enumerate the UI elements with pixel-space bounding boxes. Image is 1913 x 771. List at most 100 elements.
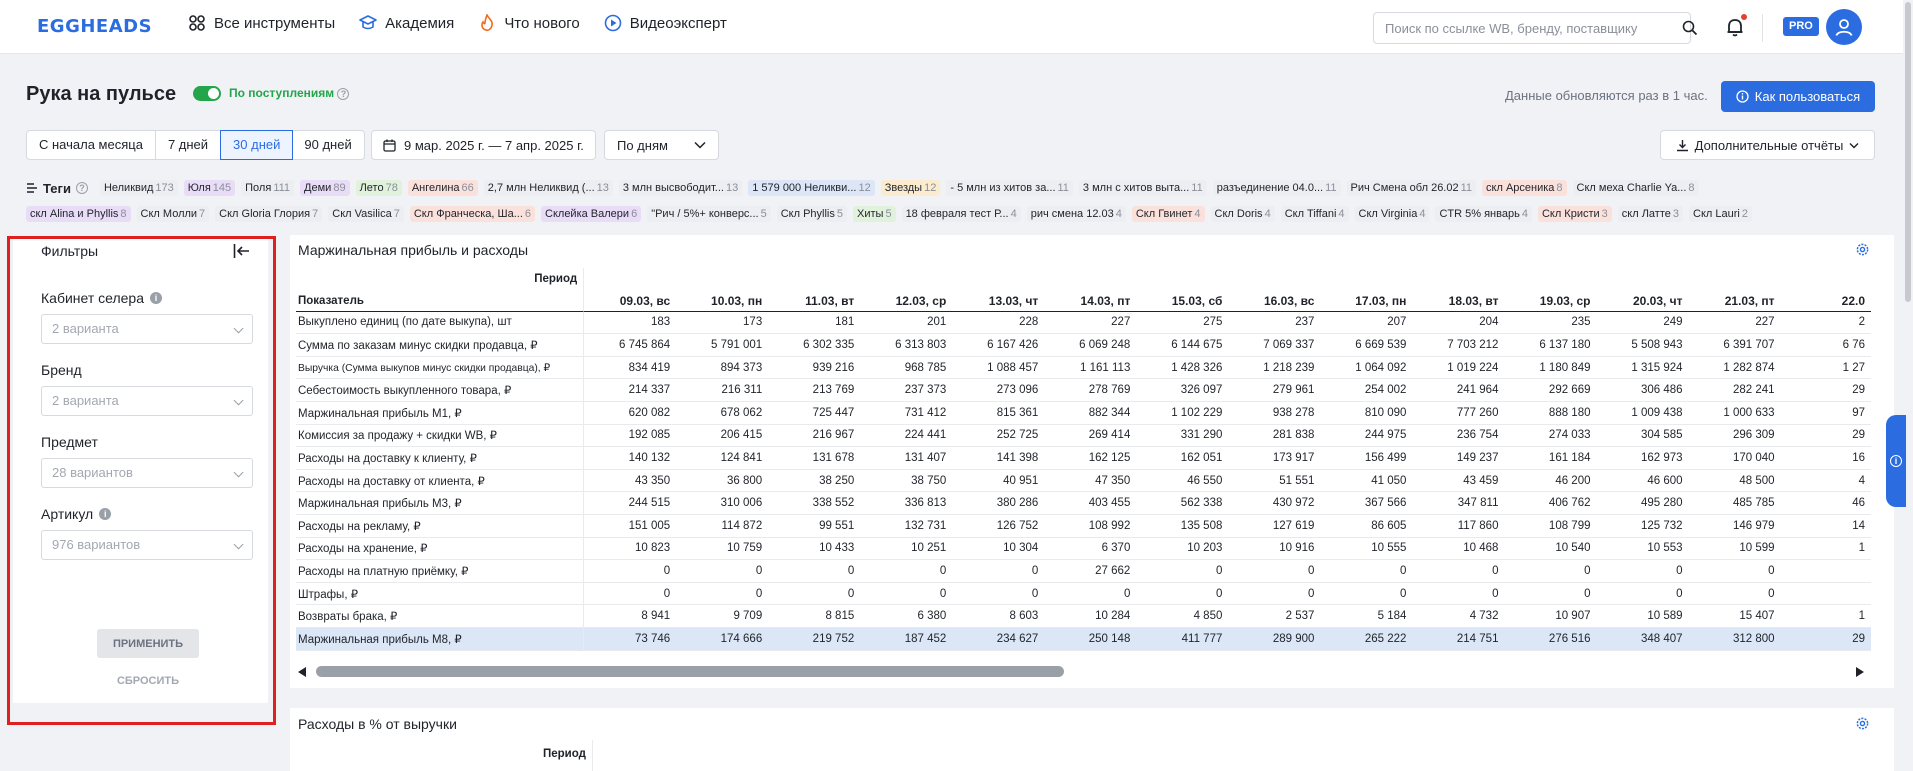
tab-7-days[interactable]: 7 дней	[156, 131, 222, 159]
tag-chip[interactable]: Хиты 5	[853, 206, 896, 222]
info-icon[interactable]: ?	[337, 88, 350, 100]
tag-chip[interactable]: 1 579 000 Неликви... 12	[748, 180, 875, 196]
pro-badge[interactable]: PRO	[1783, 17, 1819, 36]
info-icon[interactable]: i	[99, 508, 112, 520]
table-row[interactable]: Выкуплено единиц (по дате выкупа), шт 183…	[296, 311, 1871, 335]
tag-chip[interactable]: Ангелина 66	[407, 180, 478, 196]
tag-chip[interactable]: рич смена 12.03 4	[1026, 206, 1126, 222]
tag-chip[interactable]: Поля 111	[241, 180, 295, 196]
column-header[interactable]: 11.03, вт	[768, 291, 861, 312]
avatar[interactable]	[1826, 9, 1862, 45]
table-row[interactable]: Комиссия за продажу + скидки WB, ₽192 08…	[296, 424, 1871, 448]
tag-chip[interactable]: CTR 5% январь 4	[1435, 206, 1532, 222]
tag-chip[interactable]: скл Арсеника 8	[1482, 180, 1567, 196]
column-header[interactable]: 18.03, вт	[1412, 291, 1505, 312]
column-header[interactable]: 16.03, вс	[1228, 291, 1321, 312]
tag-chip[interactable]: Скл Lauri 2	[1689, 206, 1752, 222]
tag-chip[interactable]: Деми 89	[300, 180, 350, 196]
tab-month-start[interactable]: С начала месяца	[27, 131, 156, 159]
tag-chip[interactable]: Скл Гвинет 4	[1131, 206, 1205, 222]
help-side-tab[interactable]: i	[1886, 415, 1906, 507]
tag-chip[interactable]: скл Alina и Phyllis 8	[26, 206, 131, 222]
grouping-select[interactable]: По дням	[604, 130, 719, 160]
table-row[interactable]: Расходы на рекламу, ₽151 005 114 872 99 55…	[296, 514, 1871, 538]
table-row[interactable]: Себестоимость выкупленного товара, ₽214 …	[296, 379, 1871, 402]
collapse-panel-icon[interactable]	[233, 243, 251, 259]
table-row[interactable]: Сумма по заказам минус скидки продавца, …	[296, 334, 1871, 357]
tab-30-days[interactable]: 30 дней	[220, 130, 294, 160]
column-header[interactable]: 10.03, пн	[676, 291, 769, 312]
table-row[interactable]: Маржинальная прибыль М8, ₽73 746 174 666 2…	[296, 627, 1871, 651]
select-cabinet[interactable]: 2 варианта	[41, 314, 253, 344]
column-header[interactable]: 12.03, ср	[860, 291, 953, 312]
column-header[interactable]: 22.0	[1780, 291, 1871, 312]
column-header[interactable]: 17.03, пн	[1320, 291, 1413, 312]
gear-icon[interactable]	[1855, 242, 1870, 257]
receipts-toggle[interactable]	[193, 86, 221, 101]
tag-chip[interactable]: "Рич / 5%+ конверс... 5	[647, 206, 771, 222]
table-row[interactable]: Штрафы, ₽0 0 0 0 0 0 0 0 0 0 0 0 0	[296, 582, 1871, 606]
column-header[interactable]: 19.03, ср	[1504, 291, 1597, 312]
nav-video-expert[interactable]: Видеоэксперт	[604, 14, 727, 32]
tab-90-days[interactable]: 90 дней	[304, 137, 352, 152]
howto-button[interactable]: Как пользоваться	[1721, 81, 1875, 112]
tag-chip[interactable]: Скл Кристи 3	[1537, 206, 1612, 222]
nav-all-tools[interactable]: Все инструменты	[188, 14, 335, 32]
tag-chip[interactable]: 3 млн с хитов выта... 11	[1078, 180, 1207, 196]
info-icon[interactable]: i	[149, 292, 162, 304]
column-header[interactable]: 09.03, вс	[584, 291, 677, 312]
table-row[interactable]: Расходы на доставку к клиенту, ₽140 132 1…	[296, 447, 1871, 470]
tag-chip[interactable]: Скл Молли 7	[136, 206, 210, 222]
tag-chip[interactable]: Скл Doris 4	[1210, 206, 1275, 222]
tag-chip[interactable]: Скл Virginia 4	[1354, 206, 1430, 222]
tag-chip[interactable]: разъединение 04.0... 11	[1212, 180, 1341, 196]
table-row[interactable]: Расходы на доставку от клиента, ₽43 350 3…	[296, 469, 1871, 493]
tag-chip[interactable]: Склейка Валери 6	[541, 206, 642, 222]
reports-button[interactable]: Дополнительные отчёты	[1660, 130, 1875, 160]
tag-chip[interactable]: Скл меха Charlie Ya... 8	[1572, 180, 1699, 196]
scrollbar-thumb[interactable]	[1905, 2, 1911, 302]
tag-chip[interactable]: Скл Vasilica 7	[328, 206, 404, 222]
tag-chip[interactable]: Неликвид 173	[99, 180, 178, 196]
tag-chip[interactable]: скл Латте 3	[1617, 206, 1683, 222]
tag-chip[interactable]: - 5 млн из хитов за... 11	[946, 180, 1073, 196]
table-row[interactable]: Выручка (Сумма выкупов минус скидки прод…	[296, 356, 1871, 380]
nav-whats-new[interactable]: Что нового	[478, 14, 580, 32]
tag-chip[interactable]: Юля 145	[183, 180, 236, 196]
reset-button[interactable]: СБРОСИТЬ	[116, 675, 180, 687]
table-row[interactable]: Маржинальная прибыль М3, ₽244 515 310 006…	[296, 492, 1871, 515]
margin-table-wrap[interactable]: Период Показатель 09.03, вс 10.03, пн 11.0…	[296, 268, 1871, 654]
tag-chip[interactable]: 3 млн высвободит... 13	[618, 180, 743, 196]
column-header[interactable]: 14.03, пт	[1044, 291, 1137, 312]
gear-icon[interactable]	[1855, 716, 1870, 731]
date-range-picker[interactable]: 9 мар. 2025 г. — 7 апр. 2025 г.	[371, 130, 596, 160]
tag-chip[interactable]: Скл Gloria Глория 7	[215, 206, 323, 222]
search-icon[interactable]	[1681, 19, 1699, 37]
column-header[interactable]: 15.03, сб	[1136, 291, 1229, 312]
tag-chip[interactable]: 18 февраля тест Р... 4	[901, 206, 1021, 222]
bell-icon[interactable]	[1724, 16, 1746, 38]
search-input[interactable]	[1373, 12, 1691, 44]
scroll-left-arrow[interactable]	[298, 667, 306, 677]
select-subject[interactable]: 28 вариантов	[41, 458, 253, 488]
logo[interactable]: EGGHEADS	[37, 16, 153, 37]
tag-chip[interactable]: Скл Tiffani 4	[1280, 206, 1349, 222]
column-header[interactable]: 20.03, чт	[1596, 291, 1689, 312]
tag-chip[interactable]: Лето 78	[355, 180, 402, 196]
table-row[interactable]: Расходы на платную приёмку, ₽0 0 0 0 0 27 662…	[296, 560, 1871, 583]
tag-chip[interactable]: Скл Phyllis 5	[776, 206, 847, 222]
column-header[interactable]: 13.03, чт	[952, 291, 1045, 312]
tag-chip[interactable]: Скл Франческа, Ша... 6	[409, 206, 536, 222]
page-scrollbar[interactable]	[1903, 0, 1913, 771]
scroll-right-arrow[interactable]	[1856, 667, 1864, 677]
select-brand[interactable]: 2 варианта	[41, 386, 253, 416]
select-article[interactable]: 976 вариантов	[41, 530, 253, 560]
apply-button[interactable]: ПРИМЕНИТЬ	[97, 629, 199, 658]
horizontal-scrollbar[interactable]	[316, 666, 1064, 677]
tag-chip[interactable]: 2,7 млн Неликвид (... 13	[483, 180, 613, 196]
table-row[interactable]: Возвраты брака, ₽8 941 9 709 8 815 6 380 8 6…	[296, 605, 1871, 628]
tag-chip[interactable]: Звезды 12	[880, 180, 941, 196]
info-icon[interactable]: ?	[75, 182, 88, 194]
tag-chip[interactable]: Рич Смена обл 26.02 11	[1346, 180, 1477, 196]
column-header[interactable]: 21.03, пт	[1688, 291, 1781, 312]
